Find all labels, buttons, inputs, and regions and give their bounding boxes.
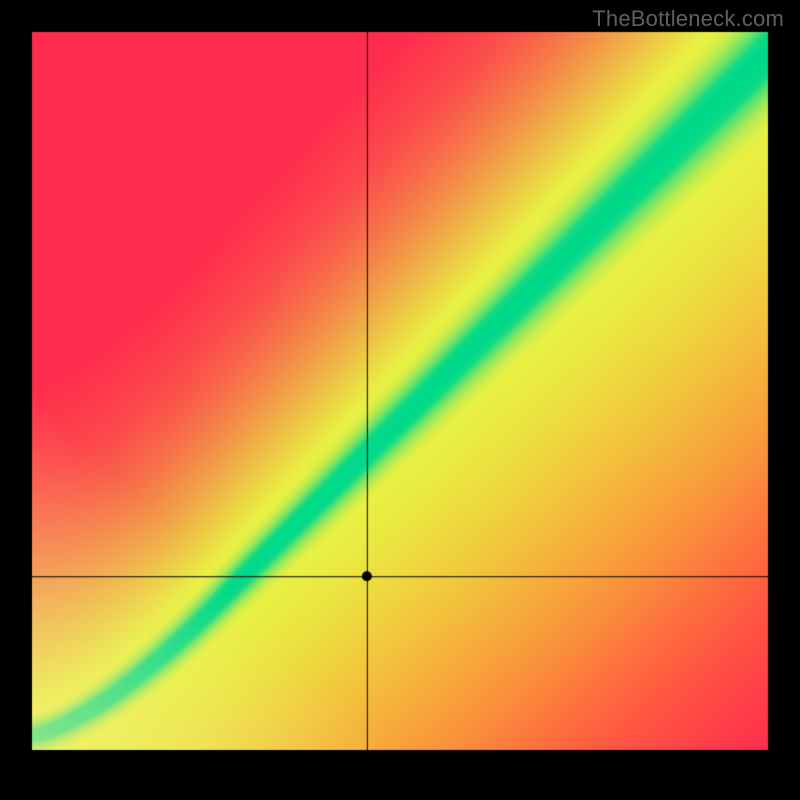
heatmap-canvas [0, 0, 800, 800]
chart-container: TheBottleneck.com [0, 0, 800, 800]
watermark-text: TheBottleneck.com [592, 6, 784, 32]
